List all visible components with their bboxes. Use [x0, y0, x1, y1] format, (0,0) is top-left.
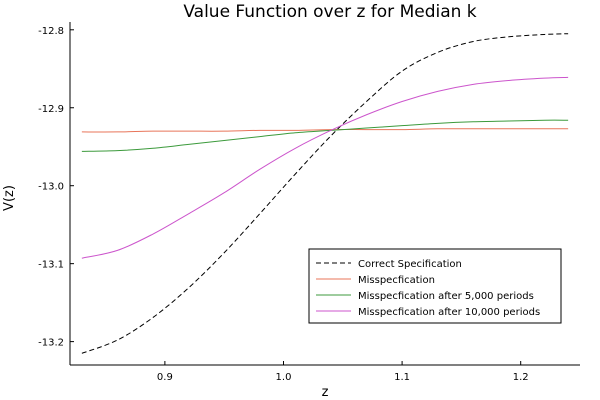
series-line-2: [81, 128, 569, 133]
y-axis-label: V(z): [2, 185, 17, 211]
y-tick-label: -12.8: [38, 26, 64, 37]
legend-label: Correct Specification: [358, 259, 462, 270]
y-tick-label: -13.2: [38, 338, 64, 349]
x-tick-label: 1.1: [394, 372, 410, 383]
y-tick-label: -13.0: [38, 182, 64, 193]
legend-label: Misspecfication: [358, 275, 435, 286]
x-axis-label: z: [322, 385, 329, 400]
legend-label: Misspecfication after 5,000 periods: [358, 291, 534, 302]
x-tick-label: 1.2: [513, 372, 529, 383]
series-line-3: [81, 119, 569, 152]
legend-label: Misspecfication after 10,000 periods: [358, 307, 540, 318]
y-tick-label: -12.9: [38, 104, 64, 115]
y-tick-label: -13.1: [38, 260, 64, 271]
x-tick-label: 0.9: [157, 372, 173, 383]
series-layer: [81, 33, 569, 354]
chart-title: Value Function over z for Median k: [183, 2, 476, 22]
series-line-4: [81, 76, 569, 259]
legend: Correct Specification Misspecfication Miss…: [308, 248, 562, 324]
plot-area: 0.9 1.0 1.1 1.2 -13.2 -13.1 -13.0 -12.9 -12.8: [38, 22, 580, 383]
x-tick-label: 1.0: [276, 372, 292, 383]
